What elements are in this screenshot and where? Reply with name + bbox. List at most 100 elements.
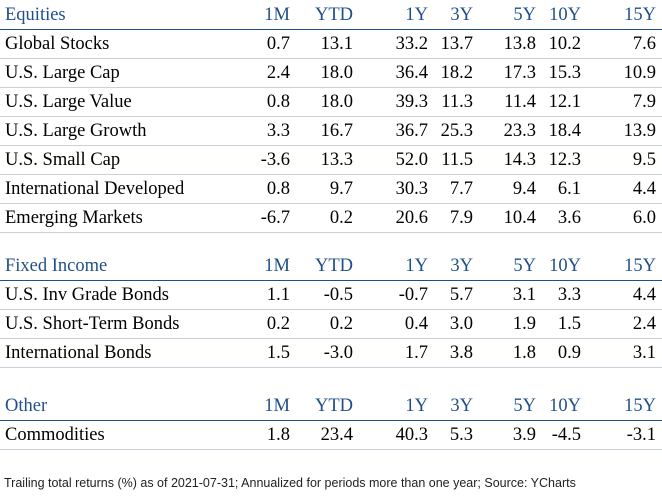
table-cell: 12.1 xyxy=(548,92,581,112)
table-cell: 1.8 xyxy=(512,343,536,363)
table-cell: 16.7 xyxy=(320,121,353,141)
row-label: Commodities xyxy=(5,425,105,445)
col-header: 15Y xyxy=(624,5,656,25)
table-cell: 3.3 xyxy=(557,285,581,305)
col-header: 10Y xyxy=(549,396,581,416)
col-header: YTD xyxy=(314,396,353,416)
table-cell: 2.4 xyxy=(632,314,656,334)
table-cell: 4.4 xyxy=(632,179,656,199)
col-header: 1Y xyxy=(405,396,428,416)
table-cell: 7.7 xyxy=(449,179,473,199)
table-cell: 1.5 xyxy=(557,314,581,334)
table-cell: 10.4 xyxy=(503,208,536,228)
table-cell: 7.9 xyxy=(632,92,656,112)
table-cell: 1.9 xyxy=(512,314,536,334)
row-label: International Developed xyxy=(5,179,185,199)
table-cell: 18.2 xyxy=(440,63,473,83)
row-label: U.S. Small Cap xyxy=(5,150,121,170)
footnote: Trailing total returns (%) as of 2021-07… xyxy=(4,476,576,490)
table-cell: 0.2 xyxy=(266,314,290,334)
col-header: YTD xyxy=(314,5,353,25)
section-title: Fixed Income xyxy=(5,256,108,276)
table-cell: 1.8 xyxy=(266,425,290,445)
table-cell: 13.3 xyxy=(320,150,353,170)
table-row: U.S. Inv Grade Bonds 1.1 -0.5 -0.7 5.7 3.1 3.3… xyxy=(0,281,662,310)
table-cell: 1.7 xyxy=(404,343,428,363)
col-header: 3Y xyxy=(450,256,473,276)
col-header: 1M xyxy=(264,256,290,276)
table-row: Commodities 1.8 23.4 40.3 5.3 3.9 -4.5 -3.1 xyxy=(0,421,662,450)
row-label: U.S. Short-Term Bonds xyxy=(5,314,180,334)
table-cell: -3.0 xyxy=(323,343,353,363)
table-cell: 18.0 xyxy=(320,63,353,83)
table-cell: 4.4 xyxy=(632,285,656,305)
other-header: Other 1M YTD 1Y 3Y 5Y 10Y 15Y xyxy=(0,392,662,421)
row-label: U.S. Large Cap xyxy=(5,63,120,83)
table-cell: 13.7 xyxy=(440,34,473,54)
table-cell: 52.0 xyxy=(395,150,428,170)
table-cell: 11.5 xyxy=(441,150,473,170)
table-cell: 2.4 xyxy=(266,63,290,83)
table-row: U.S. Large Cap 2.4 18.0 36.4 18.2 17.3 15.3 10.… xyxy=(0,59,662,88)
table-cell: -0.5 xyxy=(323,285,353,305)
table-cell: -4.5 xyxy=(551,425,581,445)
table-cell: 3.1 xyxy=(632,343,656,363)
table-cell: 10.9 xyxy=(623,63,656,83)
table-cell: 18.4 xyxy=(548,121,581,141)
col-header: 15Y xyxy=(624,256,656,276)
table-cell: 13.1 xyxy=(320,34,353,54)
table-row: U.S. Short-Term Bonds 0.2 0.2 0.4 3.0 1.9 1.5 2… xyxy=(0,310,662,339)
table-cell: 0.8 xyxy=(266,179,290,199)
table-row: U.S. Small Cap -3.6 13.3 52.0 11.5 14.3 12.3 9.… xyxy=(0,146,662,175)
table-cell: 36.7 xyxy=(395,121,428,141)
table-cell: 5.3 xyxy=(449,425,473,445)
table-cell: 17.3 xyxy=(503,63,536,83)
equities-table: Equities 1M YTD 1Y 3Y 5Y 10Y 15Y Global … xyxy=(0,1,662,233)
table-cell: -3.6 xyxy=(260,150,290,170)
table-cell: -0.7 xyxy=(398,285,428,305)
table-row: Global Stocks 0.7 13.1 33.2 13.7 13.8 10.2 7.6 xyxy=(0,30,662,59)
col-header: 3Y xyxy=(450,5,473,25)
col-header: 5Y xyxy=(513,396,536,416)
col-header: 5Y xyxy=(513,256,536,276)
row-label: U.S. Inv Grade Bonds xyxy=(5,285,169,305)
col-header: 5Y xyxy=(513,5,536,25)
col-header: 1Y xyxy=(405,256,428,276)
row-label: Global Stocks xyxy=(5,34,110,54)
table-cell: 0.4 xyxy=(404,314,428,334)
table-cell: 30.3 xyxy=(395,179,428,199)
table-cell: 0.8 xyxy=(266,92,290,112)
table-cell: 0.2 xyxy=(329,314,353,334)
table-cell: 3.0 xyxy=(449,314,473,334)
table-cell: 23.3 xyxy=(503,121,536,141)
table-cell: 0.7 xyxy=(266,34,290,54)
section-title: Equities xyxy=(5,5,66,25)
equities-header: Equities 1M YTD 1Y 3Y 5Y 10Y 15Y xyxy=(0,1,662,30)
table-cell: 40.3 xyxy=(395,425,428,445)
col-header: 3Y xyxy=(450,396,473,416)
table-cell: 0.2 xyxy=(329,208,353,228)
table-cell: 3.6 xyxy=(557,208,581,228)
other-table: Other 1M YTD 1Y 3Y 5Y 10Y 15Y Commoditie… xyxy=(0,392,662,450)
table-cell: 5.7 xyxy=(449,285,473,305)
table-cell: 18.0 xyxy=(320,92,353,112)
table-cell: 3.1 xyxy=(512,285,536,305)
table-cell: 1.5 xyxy=(266,343,290,363)
table-cell: 36.4 xyxy=(395,63,428,83)
col-header: 15Y xyxy=(624,396,656,416)
table-cell: 9.5 xyxy=(632,150,656,170)
row-label: Emerging Markets xyxy=(5,208,143,228)
table-cell: 3.3 xyxy=(266,121,290,141)
table-cell: 25.3 xyxy=(440,121,473,141)
table-cell: 0.9 xyxy=(557,343,581,363)
row-label: U.S. Large Value xyxy=(5,92,132,112)
table-cell: 3.8 xyxy=(449,343,473,363)
fixed-income-table: Fixed Income 1M YTD 1Y 3Y 5Y 10Y 15Y U.S… xyxy=(0,252,662,368)
row-label: International Bonds xyxy=(5,343,152,363)
fixed-income-header: Fixed Income 1M YTD 1Y 3Y 5Y 10Y 15Y xyxy=(0,252,662,281)
table-row: U.S. Large Value 0.8 18.0 39.3 11.3 11.4 12.1 7… xyxy=(0,88,662,117)
col-header: YTD xyxy=(314,256,353,276)
table-row: International Bonds 1.5 -3.0 1.7 3.8 1.8 0.9 3.… xyxy=(0,339,662,368)
table-cell: -6.7 xyxy=(260,208,290,228)
row-label: U.S. Large Growth xyxy=(5,121,147,141)
